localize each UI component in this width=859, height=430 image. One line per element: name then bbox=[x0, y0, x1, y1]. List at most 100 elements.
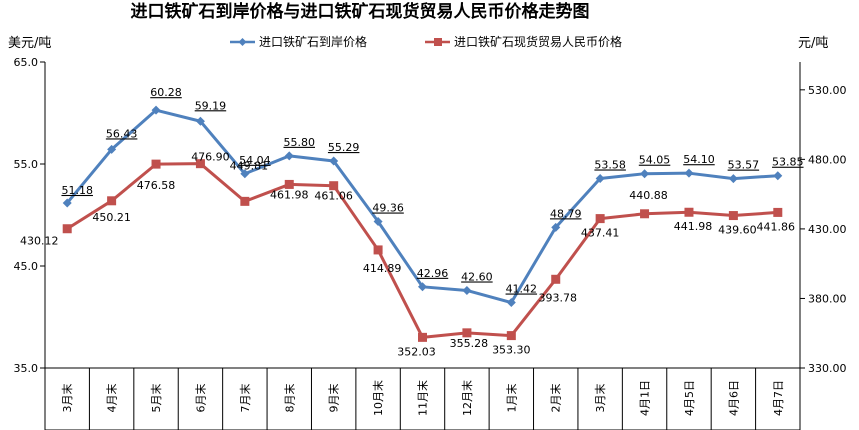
point-rmb bbox=[240, 196, 250, 206]
right-tick-label: 430.00 bbox=[808, 223, 847, 236]
data-label-cif: 54.10 bbox=[683, 153, 715, 166]
data-label-cif: 55.80 bbox=[284, 136, 316, 149]
legend: 进口铁矿石到岸价格 进口铁矿石现货贸易人民币价格 bbox=[230, 34, 622, 49]
data-label-cif: 60.28 bbox=[150, 86, 182, 99]
data-label-rmb: 476.90 bbox=[191, 151, 230, 164]
point-cif bbox=[373, 217, 383, 227]
left-axis-unit: 美元/吨 bbox=[8, 36, 51, 51]
x-tick-label: 1月末 bbox=[504, 384, 518, 413]
series bbox=[62, 105, 783, 342]
data-label-cif: 56.43 bbox=[106, 127, 138, 140]
data-label-cif: 59.19 bbox=[195, 99, 227, 112]
right-tick-label: 380.00 bbox=[808, 292, 847, 305]
right-tick-label: 530.00 bbox=[808, 84, 847, 97]
right-tick-label: 480.00 bbox=[808, 153, 847, 166]
point-rmb bbox=[151, 159, 161, 169]
legend-label-cif: 进口铁矿石到岸价格 bbox=[259, 34, 367, 49]
chart-title: 进口铁矿石到岸价格与进口铁矿石现货贸易人民币价格走势图 bbox=[131, 1, 590, 22]
data-label-rmb: 393.78 bbox=[538, 291, 577, 304]
point-cif bbox=[595, 173, 605, 183]
point-rmb bbox=[329, 181, 339, 191]
point-rmb bbox=[62, 224, 72, 234]
point-cif bbox=[640, 169, 650, 179]
data-label-cif: 48.79 bbox=[550, 207, 582, 220]
point-cif bbox=[728, 174, 738, 184]
x-tick-label: 4月1日 bbox=[639, 380, 652, 416]
axes: 35.0 45.0 55.0 65.0 330.00 380.00 430.00 480.00… bbox=[14, 56, 847, 430]
data-label-cif: 51.18 bbox=[61, 184, 93, 197]
point-cif bbox=[195, 116, 205, 126]
data-label-rmb: 353.30 bbox=[492, 344, 531, 357]
point-rmb bbox=[506, 331, 516, 341]
data-label-rmb: 461.06 bbox=[314, 190, 353, 203]
point-rmb bbox=[284, 179, 294, 189]
legend-marker-rmb bbox=[434, 38, 442, 46]
data-label-cif: 53.58 bbox=[594, 158, 626, 171]
point-rmb bbox=[640, 209, 650, 219]
point-cif bbox=[462, 285, 472, 295]
right-axis-unit: 元/吨 bbox=[798, 36, 828, 51]
left-tick-label: 55.0 bbox=[14, 158, 39, 171]
x-tick-label: 3月末 bbox=[593, 384, 607, 413]
data-label-rmb: 439.60 bbox=[718, 224, 757, 237]
data-label-cif: 54.05 bbox=[639, 154, 671, 167]
x-tick-label: 2月末 bbox=[549, 384, 563, 413]
data-label-cif: 42.96 bbox=[417, 267, 449, 280]
point-rmb bbox=[728, 211, 738, 221]
legend-marker-cif bbox=[238, 38, 247, 46]
data-label-cif: 41.42 bbox=[506, 283, 538, 296]
x-tick-label: 11月末 bbox=[416, 380, 430, 416]
point-cif bbox=[284, 151, 294, 161]
data-label-cif: 53.85 bbox=[772, 156, 804, 169]
point-rmb bbox=[595, 214, 605, 224]
point-cif bbox=[551, 222, 561, 232]
point-cif bbox=[684, 168, 694, 178]
data-label-cif: 42.60 bbox=[461, 270, 493, 283]
x-tick-label: 6月末 bbox=[193, 384, 207, 413]
data-label-cif: 55.29 bbox=[328, 141, 360, 154]
point-rmb bbox=[551, 274, 561, 284]
point-rmb bbox=[373, 245, 383, 255]
data-label-rmb: 441.86 bbox=[757, 220, 796, 233]
x-tick-label: 4月7日 bbox=[772, 380, 785, 416]
data-label-rmb: 449.81 bbox=[230, 159, 269, 172]
data-label-rmb: 461.98 bbox=[270, 188, 309, 201]
legend-label-rmb: 进口铁矿石现货贸易人民币价格 bbox=[454, 34, 622, 49]
x-tick-label: 5月末 bbox=[149, 384, 163, 413]
point-cif bbox=[773, 171, 783, 181]
data-label-cif: 49.36 bbox=[372, 202, 404, 215]
right-tick-label: 330.00 bbox=[808, 362, 847, 375]
data-label-rmb: 450.21 bbox=[92, 211, 131, 224]
x-tick-label: 12月末 bbox=[460, 380, 474, 416]
point-rmb bbox=[773, 207, 783, 217]
data-label-rmb: 440.88 bbox=[629, 189, 668, 202]
point-cif bbox=[506, 298, 516, 308]
x-tick-label: 9月末 bbox=[327, 384, 341, 413]
point-cif bbox=[329, 156, 339, 166]
point-rmb bbox=[107, 196, 117, 206]
point-rmb bbox=[195, 159, 205, 169]
point-cif bbox=[151, 105, 161, 115]
point-cif bbox=[418, 282, 427, 292]
data-labels: 51.18 56.43 60.28 59.19 54.04 55.80 55.29 49.36… bbox=[20, 86, 804, 358]
data-label-rmb: 352.03 bbox=[397, 345, 436, 358]
point-cif bbox=[62, 198, 72, 208]
data-label-rmb: 414.89 bbox=[363, 262, 402, 275]
data-label-cif: 54.04 bbox=[239, 154, 271, 167]
left-tick-label: 45.0 bbox=[14, 260, 39, 273]
x-tick-label: 4月6日 bbox=[727, 380, 740, 416]
left-tick-label: 35.0 bbox=[14, 362, 39, 375]
point-cif bbox=[240, 169, 250, 179]
point-cif bbox=[107, 144, 117, 154]
x-tick-label: 7月末 bbox=[238, 384, 252, 413]
x-tick-label: 3月末 bbox=[60, 384, 74, 413]
left-tick-label: 65.0 bbox=[14, 56, 39, 69]
x-tick-label: 4月末 bbox=[105, 384, 119, 413]
x-tick-label: 10月末 bbox=[371, 380, 385, 416]
point-rmb bbox=[684, 207, 694, 217]
point-rmb bbox=[418, 332, 427, 342]
data-label-rmb: 430.12 bbox=[20, 235, 59, 248]
data-label-cif: 53.57 bbox=[728, 159, 760, 172]
data-label-rmb: 441.98 bbox=[674, 220, 713, 233]
